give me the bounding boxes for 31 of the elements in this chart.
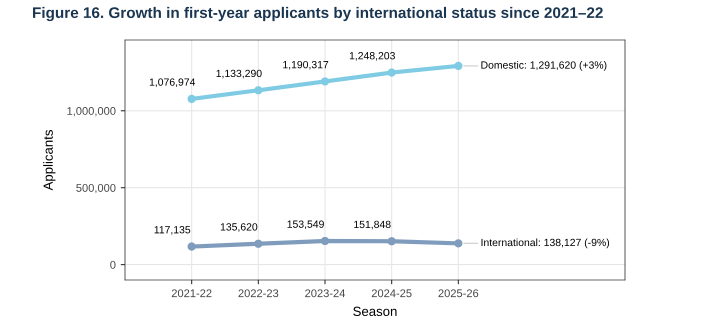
- annotation: International: 138,127 (-9%): [482, 238, 610, 248]
- point: [188, 242, 196, 251]
- data-label: 117,135: [154, 226, 190, 235]
- data-label: 1,076,974: [150, 78, 196, 87]
- point: [254, 86, 262, 94]
- y-tick-label: 0: [110, 260, 116, 269]
- y-tick-label: 500,000: [76, 184, 116, 194]
- data-label: 1,133,290: [216, 70, 262, 78]
- data-label: 135,620: [220, 223, 258, 232]
- point: [454, 239, 462, 248]
- point: [454, 62, 462, 70]
- x-tick-label: 2022-23: [238, 289, 278, 298]
- annotation: Domestic: 1,291,620 (+3%): [481, 61, 606, 71]
- data-label: 151,848: [354, 220, 391, 230]
- data-label: 153,549: [288, 220, 324, 230]
- point: [320, 77, 330, 86]
- x-tick-label: 2025-26: [438, 289, 478, 298]
- x-axis-title: Season: [353, 306, 397, 316]
- point: [388, 68, 396, 77]
- y-axis-title: Applicants: [43, 130, 56, 190]
- chart-title: Figure 16. Growth in first-year applicants by international status since 2021–22: [33, 6, 603, 22]
- y-tick-label: 1,000,000: [67, 107, 116, 116]
- x-tick-label: 2021-22: [172, 289, 212, 298]
- x-tick-label: 2024-25: [372, 289, 412, 298]
- point: [254, 240, 262, 248]
- point: [388, 237, 396, 246]
- point: [188, 94, 196, 104]
- x-tick-label: 2023-24: [305, 289, 346, 298]
- point: [320, 236, 330, 246]
- data-label: 1,190,317: [283, 60, 328, 70]
- data-label: 1,248,203: [350, 52, 395, 61]
